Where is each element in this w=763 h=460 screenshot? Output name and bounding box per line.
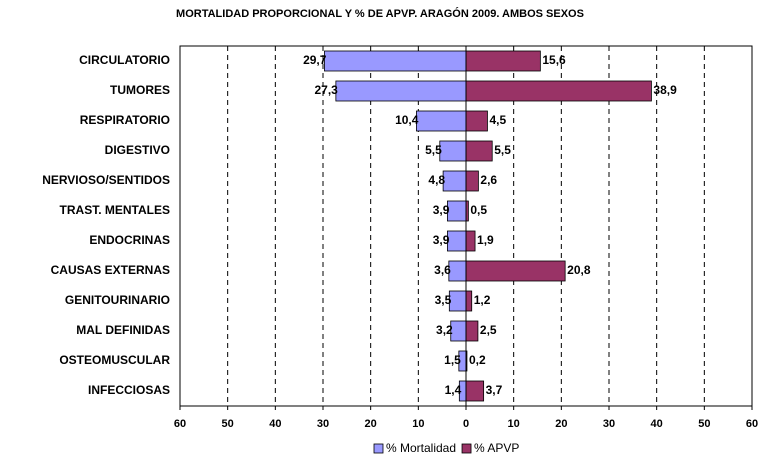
value-label: 0,2 bbox=[469, 353, 486, 367]
bar bbox=[447, 200, 467, 222]
bar bbox=[450, 320, 467, 342]
category-label: INFECCIOSAS bbox=[88, 383, 170, 397]
category-label: NERVIOSO/SENTIDOS bbox=[42, 173, 170, 187]
bar bbox=[335, 80, 467, 102]
value-label: 1,2 bbox=[474, 293, 491, 307]
x-tick-label: 0 bbox=[463, 418, 469, 430]
value-label: 1,9 bbox=[477, 233, 494, 247]
category-label: DIGESTIVO bbox=[105, 143, 170, 157]
x-tick-label: 40 bbox=[651, 418, 663, 430]
value-label: 5,5 bbox=[425, 143, 442, 157]
value-label: 0,5 bbox=[470, 203, 487, 217]
bar bbox=[439, 140, 467, 162]
category-label: ENDOCRINAS bbox=[89, 233, 170, 247]
legend-swatch bbox=[373, 443, 384, 454]
value-label: 29,7 bbox=[303, 53, 327, 67]
legend-label: % APVP bbox=[474, 441, 519, 455]
value-label: 4,8 bbox=[428, 173, 445, 187]
category-label: OSTEOMUSCULAR bbox=[59, 353, 170, 367]
x-tick-label: 60 bbox=[746, 418, 758, 430]
category-label: TRAST. MENTALES bbox=[60, 203, 170, 217]
x-tick-label: 10 bbox=[508, 418, 520, 430]
bar bbox=[465, 80, 652, 102]
value-label: 27,3 bbox=[315, 83, 339, 97]
category-label: TUMORES bbox=[110, 83, 170, 97]
x-tick-label: 10 bbox=[412, 418, 424, 430]
x-tick-label: 30 bbox=[317, 418, 329, 430]
x-tick-label: 50 bbox=[698, 418, 710, 430]
bar bbox=[448, 260, 467, 282]
value-label: 3,9 bbox=[433, 233, 450, 247]
category-label: GENITOURINARIO bbox=[65, 293, 170, 307]
bar bbox=[448, 290, 467, 312]
bar bbox=[465, 140, 493, 162]
bar bbox=[442, 170, 467, 192]
value-label: 2,5 bbox=[480, 323, 497, 337]
value-label: 10,4 bbox=[395, 113, 419, 127]
value-label: 2,6 bbox=[480, 173, 497, 187]
x-tick-label: 30 bbox=[603, 418, 615, 430]
value-label: 1,5 bbox=[444, 353, 461, 367]
x-tick-label: 20 bbox=[555, 418, 567, 430]
chart-title: MORTALIDAD PROPORCIONAL Y % DE APVP. ARA… bbox=[176, 7, 584, 20]
value-label: 3,2 bbox=[436, 323, 453, 337]
x-tick-label: 20 bbox=[365, 418, 377, 430]
x-tick-label: 40 bbox=[269, 418, 281, 430]
value-label: 20,8 bbox=[567, 263, 591, 277]
legend-label: % Mortalidad bbox=[386, 441, 456, 455]
value-label: 3,6 bbox=[434, 263, 451, 277]
x-tick-label: 50 bbox=[222, 418, 234, 430]
bar bbox=[465, 50, 541, 72]
value-label: 5,5 bbox=[494, 143, 511, 157]
x-tick-label: 60 bbox=[174, 418, 186, 430]
value-label: 38,9 bbox=[653, 83, 677, 97]
value-label: 15,6 bbox=[542, 53, 566, 67]
bar bbox=[447, 230, 467, 252]
value-label: 1,4 bbox=[445, 383, 462, 397]
category-label: CAUSAS EXTERNAS bbox=[51, 263, 170, 277]
bar bbox=[465, 260, 566, 282]
bar bbox=[416, 110, 467, 132]
bar bbox=[465, 230, 476, 252]
bar bbox=[465, 290, 473, 312]
value-label: 4,5 bbox=[489, 113, 506, 127]
bar bbox=[465, 320, 479, 342]
category-label: MAL DEFINIDAS bbox=[76, 323, 170, 337]
legend-swatch bbox=[461, 443, 472, 454]
value-label: 3,7 bbox=[486, 383, 503, 397]
value-label: 3,5 bbox=[435, 293, 452, 307]
category-label: CIRCULATORIO bbox=[79, 53, 170, 67]
bar bbox=[465, 380, 485, 402]
bar bbox=[465, 170, 479, 192]
category-label: RESPIRATORIO bbox=[80, 113, 170, 127]
value-label: 3,9 bbox=[433, 203, 450, 217]
bar bbox=[465, 110, 488, 132]
bar bbox=[324, 50, 467, 72]
